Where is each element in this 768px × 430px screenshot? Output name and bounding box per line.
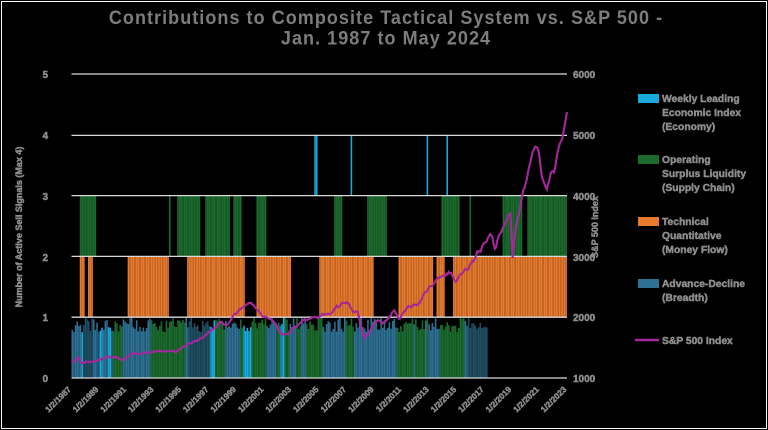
svg-text:1/2/2011: 1/2/2011: [374, 384, 404, 414]
svg-text:(Money Flow): (Money Flow): [662, 245, 728, 256]
svg-text:1/2/2013: 1/2/2013: [401, 384, 431, 414]
svg-text:(Supply Chain): (Supply Chain): [662, 183, 735, 194]
svg-text:1000: 1000: [573, 374, 596, 385]
svg-text:2000: 2000: [573, 313, 596, 324]
svg-text:0: 0: [42, 374, 48, 385]
svg-text:Weekly Leading: Weekly Leading: [662, 94, 740, 105]
svg-text:(Economy): (Economy): [662, 122, 715, 133]
svg-text:3: 3: [42, 192, 48, 203]
svg-text:Economic Index: Economic Index: [662, 108, 741, 119]
svg-text:S&P 500 Index: S&P 500 Index: [662, 336, 733, 347]
svg-text:2: 2: [42, 253, 48, 264]
svg-text:(Breadth): (Breadth): [662, 293, 708, 304]
svg-text:1/2/2021: 1/2/2021: [511, 384, 541, 414]
svg-text:1/2/1997: 1/2/1997: [181, 384, 211, 414]
svg-text:1/2/2023: 1/2/2023: [539, 384, 569, 414]
svg-text:6000: 6000: [573, 70, 596, 81]
svg-text:Advance-Decline: Advance-Decline: [662, 279, 745, 290]
svg-text:1/2/2005: 1/2/2005: [291, 384, 321, 414]
svg-text:1/2/2015: 1/2/2015: [428, 384, 458, 414]
svg-text:Number of Active Sell Signals: Number of Active Sell Signals (Max 4): [14, 147, 24, 308]
svg-text:Quantitative: Quantitative: [662, 231, 722, 242]
svg-text:1/2/1999: 1/2/1999: [208, 384, 238, 414]
svg-text:1/2/2001: 1/2/2001: [236, 384, 266, 414]
svg-text:1/2/1987: 1/2/1987: [43, 384, 73, 414]
svg-text:Operating: Operating: [662, 155, 711, 166]
svg-text:5: 5: [42, 70, 48, 81]
svg-text:1/2/1989: 1/2/1989: [71, 384, 101, 414]
svg-text:1/2/2019: 1/2/2019: [483, 384, 513, 414]
svg-text:1/2/2003: 1/2/2003: [263, 384, 293, 414]
svg-text:Surplus Liquidity: Surplus Liquidity: [662, 169, 746, 180]
svg-text:1/2/1993: 1/2/1993: [126, 384, 156, 414]
svg-text:4: 4: [42, 131, 48, 142]
svg-text:1/2/2017: 1/2/2017: [456, 384, 486, 414]
svg-text:S&P 500 Index: S&P 500 Index: [590, 196, 600, 258]
svg-text:1/2/1991: 1/2/1991: [98, 384, 128, 414]
svg-text:1/2/1995: 1/2/1995: [153, 384, 183, 414]
svg-text:5000: 5000: [573, 131, 596, 142]
svg-text:Technical: Technical: [662, 217, 709, 228]
svg-text:1: 1: [42, 313, 48, 324]
svg-text:1/2/2007: 1/2/2007: [318, 384, 348, 414]
svg-text:1/2/2009: 1/2/2009: [346, 384, 376, 414]
